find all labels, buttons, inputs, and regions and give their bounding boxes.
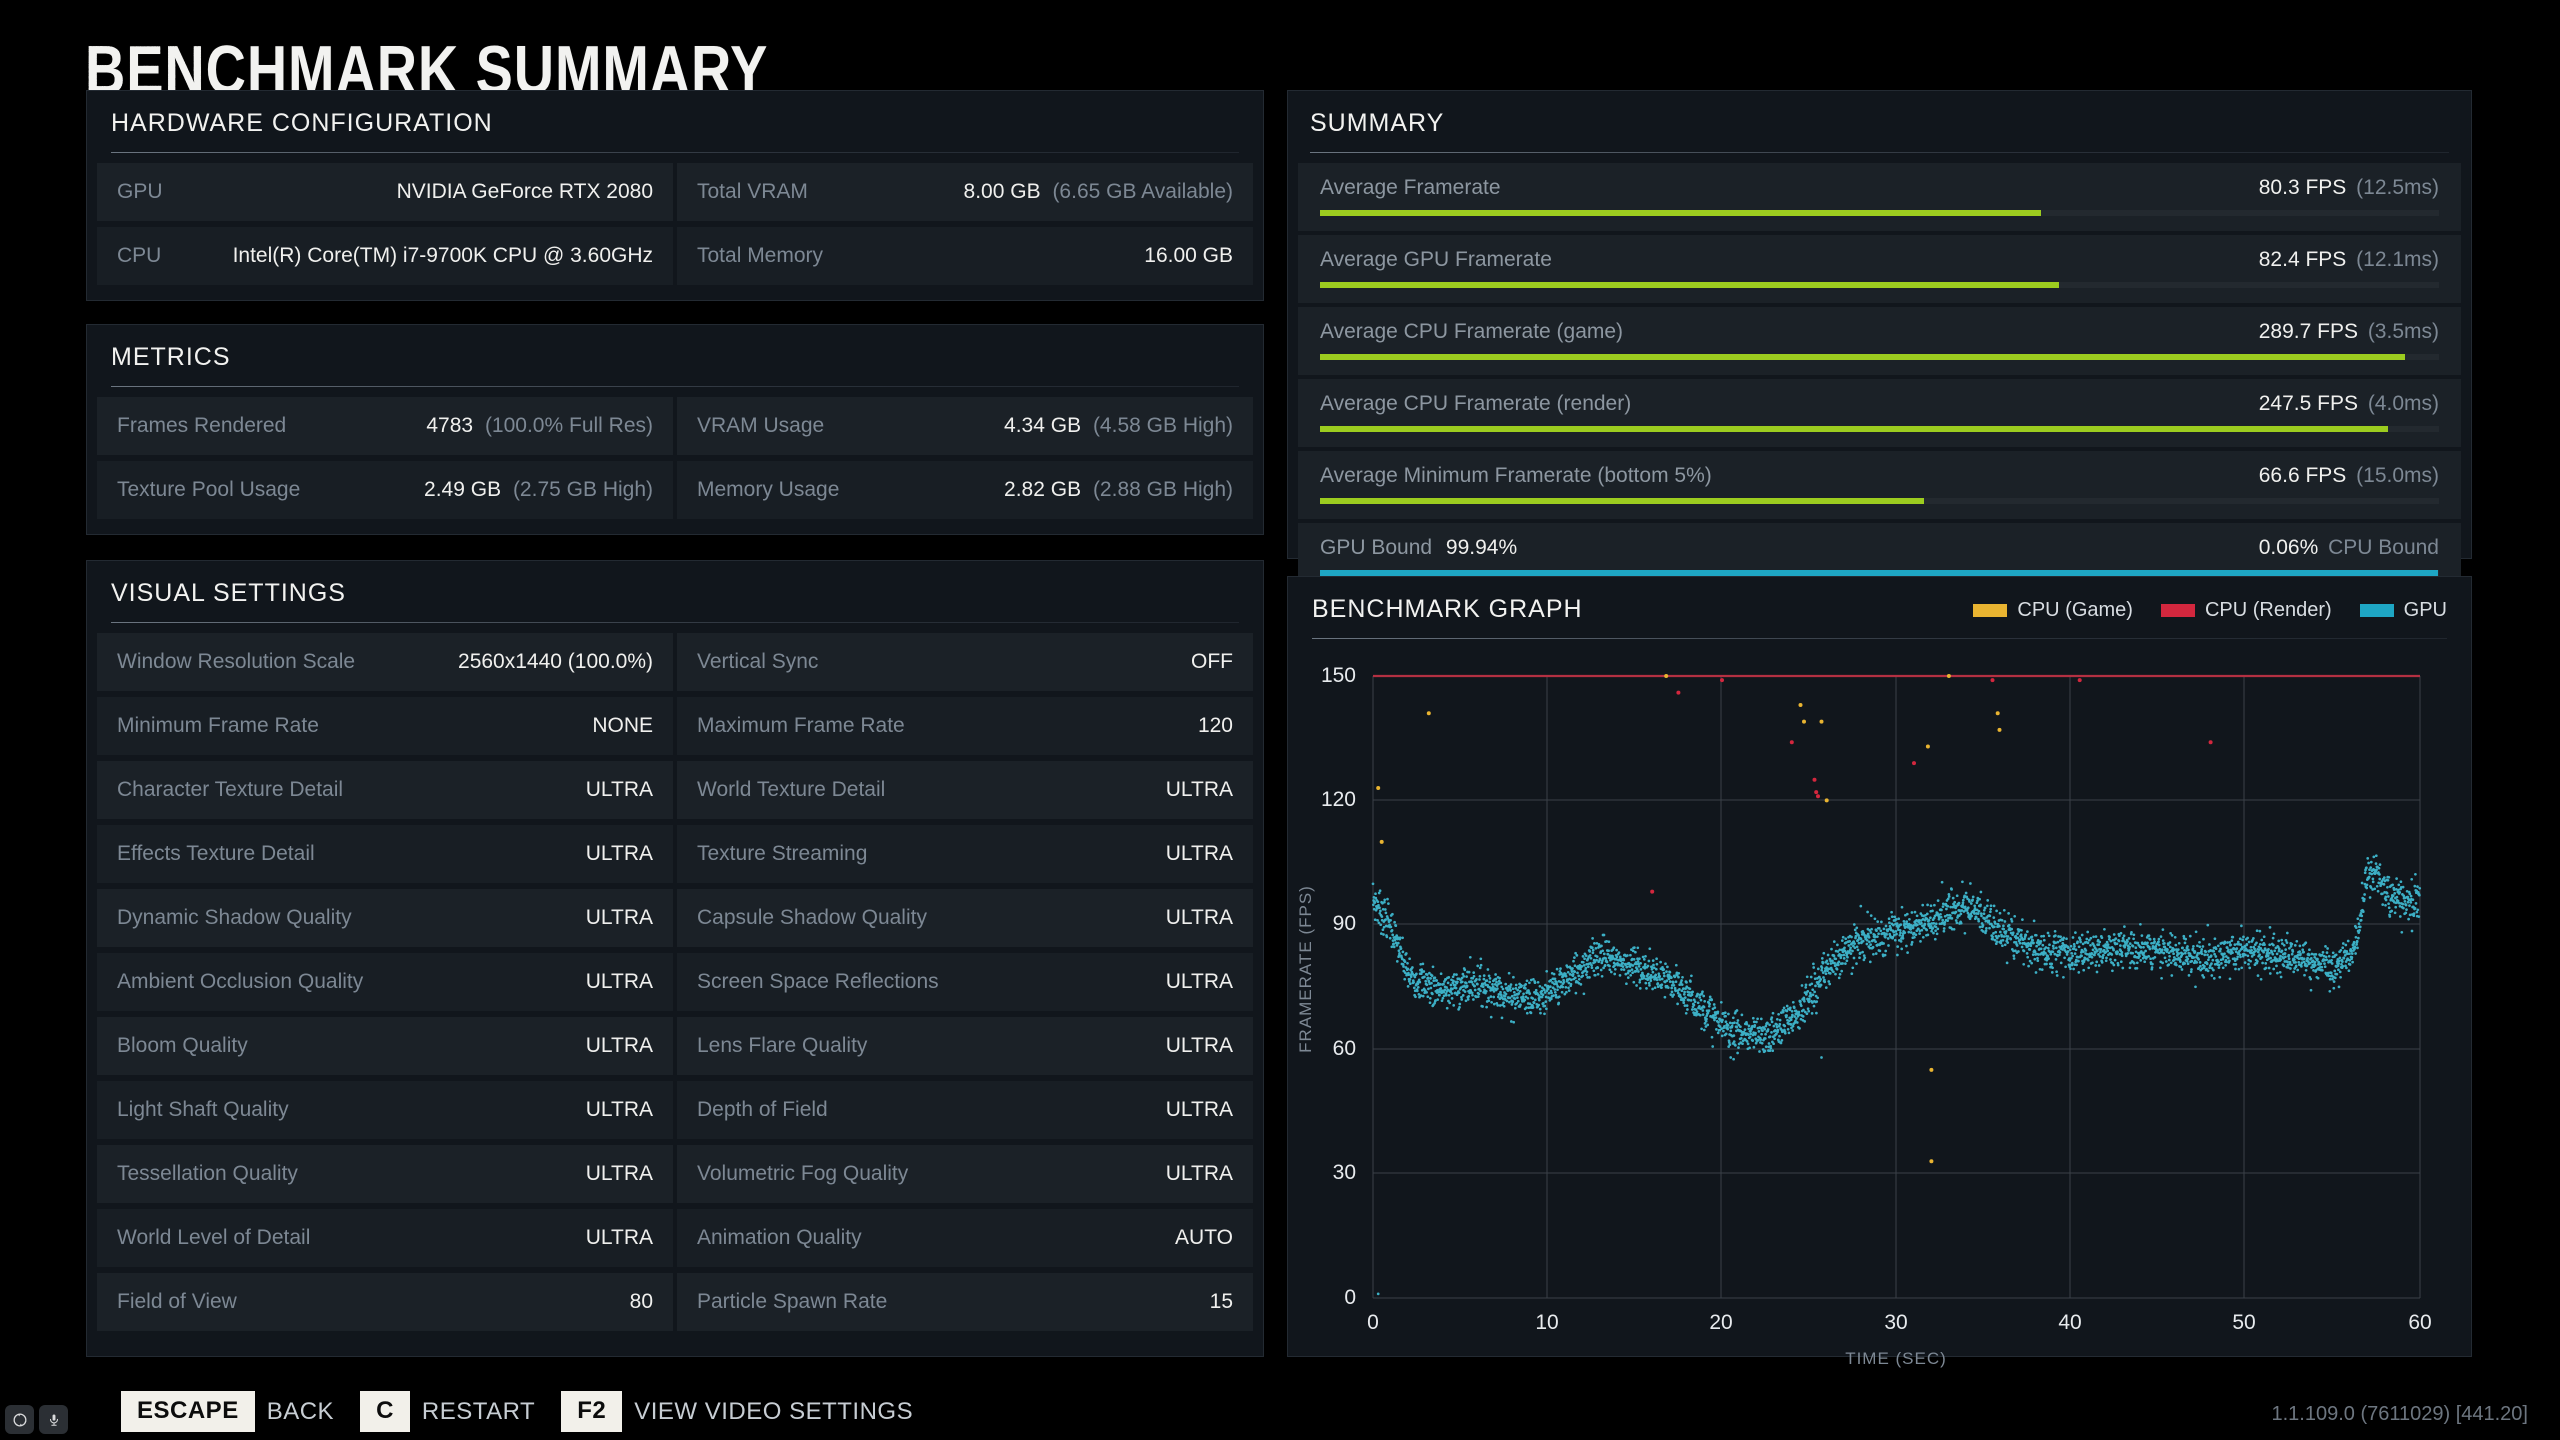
svg-text:10: 10 [1535,1311,1558,1334]
svg-text:60: 60 [2408,1311,2431,1334]
svg-text:60: 60 [1333,1037,1356,1060]
svg-text:90: 90 [1333,912,1356,935]
svg-text:20: 20 [1709,1311,1732,1334]
svg-text:40: 40 [2058,1311,2081,1334]
svg-text:0: 0 [1344,1286,1356,1309]
svg-text:120: 120 [1321,788,1356,811]
svg-text:150: 150 [1321,664,1356,687]
svg-text:50: 50 [2232,1311,2255,1334]
svg-text:30: 30 [1333,1161,1356,1184]
svg-text:0: 0 [1367,1311,1379,1334]
svg-text:30: 30 [1884,1311,1907,1334]
